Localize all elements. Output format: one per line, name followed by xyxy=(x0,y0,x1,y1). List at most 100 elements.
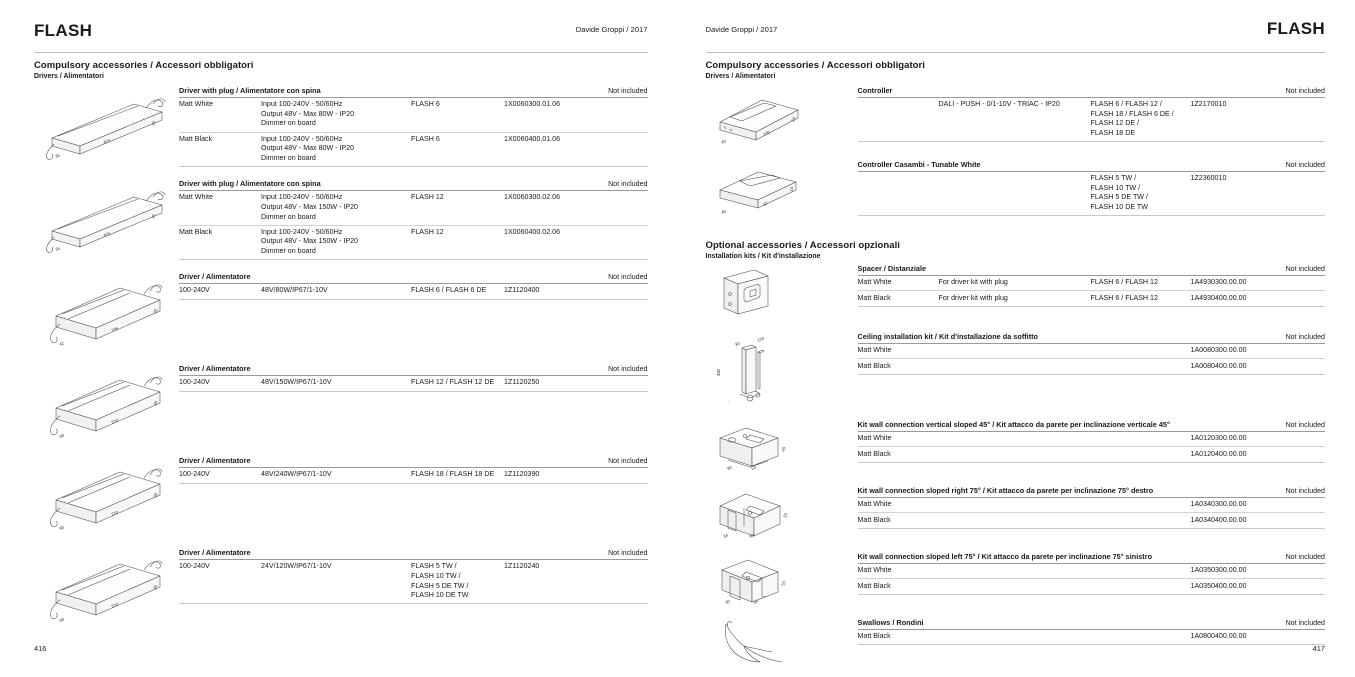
row-spec: 48V/80W/IP67/1-10V xyxy=(261,286,328,295)
brand-title: FLASH xyxy=(1266,19,1325,38)
wall-kit-right-75-iso-drawing: 34 90 53 xyxy=(706,486,858,542)
row-spec xyxy=(939,632,1091,642)
svg-text:24: 24 xyxy=(790,116,797,123)
brand-title: FLASH xyxy=(34,21,93,40)
not-included-label: Not included xyxy=(1285,265,1325,273)
table-heading: Driver with plug / Alimentatore con spin… xyxy=(179,86,648,98)
page-right: Davide Groppi / 2017 FLASH Compulsory ac… xyxy=(678,0,1355,677)
wall-kit-45-iso-drawing: 80 53 49 xyxy=(706,420,858,476)
row-code: 1A0340300.00.00 xyxy=(1190,500,1247,509)
row-finish: Matt White xyxy=(179,193,213,202)
row-code: 1A0350300.00.00 xyxy=(1190,566,1247,575)
accessory-block: 57 19 40 Controller Casambi - Tunable White… xyxy=(706,160,1325,218)
accessory-block: Swallows / Rondini Not included Matt Black… xyxy=(706,618,1325,668)
table-heading-label: Ceiling installation kit / Kit d'install… xyxy=(857,332,1039,341)
controller-flat-iso-drawing: 57 19 40 xyxy=(706,160,858,218)
row-spec: 24V/120W/IP67/1-10V xyxy=(261,562,332,571)
table-heading-label: Spacer / Distanziale xyxy=(857,264,927,273)
header-divider xyxy=(34,52,648,53)
row-spec: Input 100-240V - 50/60Hz Output 48V - Ma… xyxy=(261,193,358,221)
not-included-label: Not included xyxy=(608,87,648,95)
table-heading-label: Controller xyxy=(857,86,893,95)
svg-text:53: 53 xyxy=(750,464,757,471)
accessory-block: 80 120 380 Ceiling installation kit / Kit d… xyxy=(706,332,1325,410)
accessory-table: Controller Not included DALI - PUSH - 0/1-… xyxy=(857,86,1325,143)
row-finish xyxy=(858,100,939,138)
page-number-left: 416 xyxy=(34,644,47,653)
accessory-block: 415 45 35 Driver with plug / Alimentatore c… xyxy=(34,179,648,261)
accessory-table: Kit wall connection sloped left 75° / Ki… xyxy=(857,552,1325,595)
accessory-table: Driver / Alimentatore Not included 100-240… xyxy=(179,272,648,300)
table-heading: Driver / Alimentatore Not included xyxy=(179,548,648,561)
row-finish: Matt White xyxy=(857,278,892,287)
row-spec: Input 100-240V - 50/60Hz Output 48V - Ma… xyxy=(261,227,358,256)
row-model: FLASH 12 / FLASH 12 DE xyxy=(411,378,495,387)
svg-text:53: 53 xyxy=(780,580,787,587)
row-spec xyxy=(939,174,1091,212)
row-code: 1Z1120240 xyxy=(504,562,540,571)
table-heading: Ceiling installation kit / Kit d'install… xyxy=(857,332,1325,344)
accessory-block: 80 53 49 Kit wall connection vertical slope… xyxy=(706,420,1325,476)
driver-box-iso-drawing: 196 35 42 xyxy=(34,272,179,352)
table-row: 100-240V 48V/240W/IP67/1-10V FLASH 18 / FL… xyxy=(179,468,648,484)
svg-text:68: 68 xyxy=(59,617,66,624)
table-heading: Driver / Alimentatore Not included xyxy=(179,272,648,285)
row-code: 1X0060400.02.06 xyxy=(504,227,561,236)
row-spec xyxy=(939,566,1091,576)
table-row: Matt White 1A0350300.00.00 xyxy=(857,564,1325,580)
table-row: 100-240V 48V/150W/IP67/1-10V FLASH 12 / FL… xyxy=(179,376,648,392)
svg-text:90: 90 xyxy=(748,532,755,539)
not-included-label: Not included xyxy=(1285,619,1325,627)
table-row: Matt White 1A0120300.00.00 xyxy=(857,432,1325,448)
row-model xyxy=(1091,500,1191,510)
row-code: 1Z1120400 xyxy=(504,286,540,295)
svg-text:35: 35 xyxy=(152,308,159,315)
table-heading-label: Driver / Alimentatore xyxy=(179,456,251,466)
row-model: FLASH 5 TW / FLASH 10 TW / FLASH 5 DE TW… xyxy=(411,562,469,600)
row-code: 1A0350400.00.00 xyxy=(1190,581,1247,590)
svg-text:80: 80 xyxy=(734,340,741,347)
row-model: FLASH 6 xyxy=(411,100,440,109)
row-finish xyxy=(858,174,939,212)
row-finish: 100-240V xyxy=(179,470,210,479)
page-number-right: 417 xyxy=(1312,644,1325,653)
table-heading: Swallows / Rondini Not included xyxy=(857,618,1325,630)
row-finish: 100-240V xyxy=(179,562,210,571)
svg-text:90: 90 xyxy=(724,598,731,605)
section-title-compulsory: Compulsory accessories / Accessori obbli… xyxy=(705,60,925,71)
table-heading-label: Kit wall connection vertical sloped 45° … xyxy=(857,420,1170,429)
svg-text:34: 34 xyxy=(722,532,729,539)
accessory-table: Swallows / Rondini Not included Matt Black… xyxy=(857,618,1325,646)
svg-text:45: 45 xyxy=(150,213,157,220)
accessory-table: Kit wall connection vertical sloped 45° … xyxy=(857,420,1325,463)
table-row: Matt Black For driver kit with plug FLASH … xyxy=(857,291,1325,307)
row-finish: 100-240V xyxy=(179,286,210,295)
table-heading: Spacer / Distanziale Not included xyxy=(857,264,1325,276)
row-code: 1A0120400.00.00 xyxy=(1190,449,1247,458)
section-title-optional: Optional accessories / Accessori opziona… xyxy=(705,240,900,251)
row-spec: DALI - PUSH - 0/1-10V - TRIAC - IP20 xyxy=(938,100,1060,109)
table-row: 100-240V 24V/120W/IP67/1-10V FLASH 5 TW / … xyxy=(179,560,648,605)
accessory-block: 100 24 40 Controller Not included DALI - PUSH… xyxy=(706,86,1325,148)
row-finish: Matt White xyxy=(857,500,892,509)
row-spec xyxy=(939,450,1091,460)
table-heading-label: Kit wall connection sloped left 75° / Ki… xyxy=(857,552,1153,561)
section-subtitle-drivers: Drivers / Alimentatori xyxy=(34,73,104,80)
row-spec xyxy=(939,582,1091,592)
svg-text:35: 35 xyxy=(152,584,159,591)
svg-text:45: 45 xyxy=(150,120,157,127)
not-included-label: Not included xyxy=(608,549,648,558)
row-code: 1A0080300.00.00 xyxy=(1190,346,1247,355)
wall-kit-left-75-iso-drawing: 90 34 53 xyxy=(706,552,858,608)
table-heading-label: Kit wall connection sloped right 75° / K… xyxy=(857,486,1154,495)
svg-text:120: 120 xyxy=(756,335,765,343)
table-heading-label: Driver / Alimentatore xyxy=(179,272,251,282)
table-row: DALI - PUSH - 0/1-10V - TRIAC - IP20 FLAS… xyxy=(857,98,1325,143)
not-included-label: Not included xyxy=(1285,161,1325,169)
row-model: FLASH 12 xyxy=(411,193,444,202)
table-heading: Driver / Alimentatore Not included xyxy=(179,364,648,377)
row-finish: Matt Black xyxy=(179,227,213,236)
driver-long-box-iso-drawing: 415 45 35 xyxy=(34,179,179,259)
row-finish: Matt Black xyxy=(857,581,891,590)
svg-text:40: 40 xyxy=(720,208,727,215)
